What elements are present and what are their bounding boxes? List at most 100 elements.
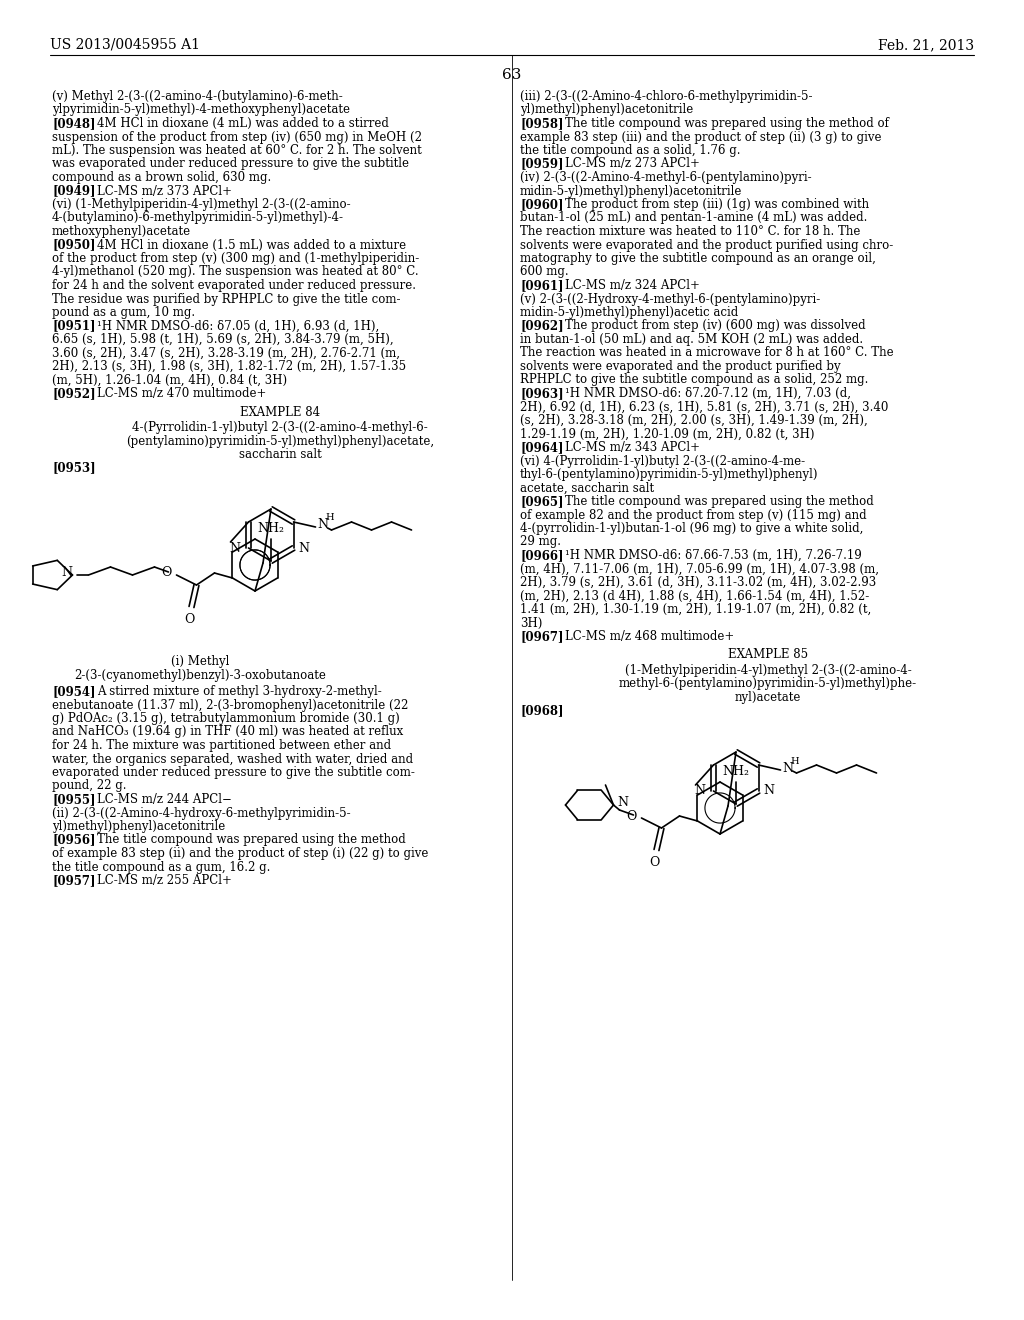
Text: pound, 22 g.: pound, 22 g.	[52, 780, 127, 792]
Text: in butan-1-ol (50 mL) and aq. 5M KOH (2 mL) was added.: in butan-1-ol (50 mL) and aq. 5M KOH (2 …	[520, 333, 863, 346]
Text: 4-(butylamino)-6-methylpyrimidin-5-yl)methyl)-4-: 4-(butylamino)-6-methylpyrimidin-5-yl)me…	[52, 211, 344, 224]
Text: acetate, saccharin salt: acetate, saccharin salt	[520, 482, 654, 495]
Text: 4M HCl in dioxane (4 mL) was added to a stirred: 4M HCl in dioxane (4 mL) was added to a …	[97, 117, 389, 129]
Text: 63: 63	[503, 69, 521, 82]
Text: [0948]: [0948]	[52, 117, 95, 129]
Text: (m, 5H), 1.26-1.04 (m, 4H), 0.84 (t, 3H): (m, 5H), 1.26-1.04 (m, 4H), 0.84 (t, 3H)	[52, 374, 287, 387]
Text: 6.65 (s, 1H), 5.98 (t, 1H), 5.69 (s, 2H), 3.84-3.79 (m, 5H),: 6.65 (s, 1H), 5.98 (t, 1H), 5.69 (s, 2H)…	[52, 333, 393, 346]
Text: A stirred mixture of methyl 3-hydroxy-2-methyl-: A stirred mixture of methyl 3-hydroxy-2-…	[97, 685, 382, 698]
Text: O: O	[161, 566, 171, 579]
Text: water, the organics separated, washed with water, dried and: water, the organics separated, washed wi…	[52, 752, 413, 766]
Text: Feb. 21, 2013: Feb. 21, 2013	[878, 38, 974, 51]
Text: N: N	[317, 519, 329, 532]
Text: and NaHCO₃ (19.64 g) in THF (40 ml) was heated at reflux: and NaHCO₃ (19.64 g) in THF (40 ml) was …	[52, 726, 403, 738]
Text: pound as a gum, 10 mg.: pound as a gum, 10 mg.	[52, 306, 196, 319]
Text: [0949]: [0949]	[52, 185, 95, 198]
Text: The title compound was prepared using the method: The title compound was prepared using th…	[97, 833, 406, 846]
Text: N: N	[61, 565, 73, 578]
Text: LC-MS m/z 324 APCl+: LC-MS m/z 324 APCl+	[565, 279, 699, 292]
Text: 2H), 3.79 (s, 2H), 3.61 (d, 3H), 3.11-3.02 (m, 4H), 3.02-2.93: 2H), 3.79 (s, 2H), 3.61 (d, 3H), 3.11-3.…	[520, 576, 877, 589]
Text: 2-(3-(cyanomethyl)benzyl)-3-oxobutanoate: 2-(3-(cyanomethyl)benzyl)-3-oxobutanoate	[74, 668, 326, 681]
Text: [0967]: [0967]	[520, 630, 563, 643]
Text: the title compound as a gum, 16.2 g.: the title compound as a gum, 16.2 g.	[52, 861, 270, 874]
Text: of example 83 step (ii) and the product of step (i) (22 g) to give: of example 83 step (ii) and the product …	[52, 847, 428, 861]
Text: matography to give the subtitle compound as an orange oil,: matography to give the subtitle compound…	[520, 252, 876, 265]
Text: N: N	[764, 784, 774, 797]
Text: N: N	[299, 541, 309, 554]
Text: 4-(pyrrolidin-1-yl)butan-1-ol (96 mg) to give a white solid,: 4-(pyrrolidin-1-yl)butan-1-ol (96 mg) to…	[520, 521, 863, 535]
Text: The reaction mixture was heated to 110° C. for 18 h. The: The reaction mixture was heated to 110° …	[520, 224, 860, 238]
Text: US 2013/0045955 A1: US 2013/0045955 A1	[50, 38, 200, 51]
Text: N: N	[782, 762, 794, 775]
Text: [0959]: [0959]	[520, 157, 563, 170]
Text: N: N	[229, 541, 241, 554]
Text: The product from step (iv) (600 mg) was dissolved: The product from step (iv) (600 mg) was …	[565, 319, 865, 333]
Text: H: H	[791, 756, 799, 766]
Text: ¹H NMR DMSO-d6: δ7.05 (d, 1H), 6.93 (d, 1H),: ¹H NMR DMSO-d6: δ7.05 (d, 1H), 6.93 (d, …	[97, 319, 379, 333]
Text: ¹H NMR DMSO-d6: δ7.66-7.53 (m, 1H), 7.26-7.19: ¹H NMR DMSO-d6: δ7.66-7.53 (m, 1H), 7.26…	[565, 549, 862, 562]
Text: [0958]: [0958]	[520, 117, 563, 129]
Text: RPHPLC to give the subtitle compound as a solid, 252 mg.: RPHPLC to give the subtitle compound as …	[520, 374, 868, 387]
Text: [0966]: [0966]	[520, 549, 563, 562]
Text: example 83 step (iii) and the product of step (ii) (3 g) to give: example 83 step (iii) and the product of…	[520, 131, 882, 144]
Text: [0960]: [0960]	[520, 198, 563, 211]
Text: NH₂: NH₂	[723, 766, 750, 777]
Text: [0956]: [0956]	[52, 833, 95, 846]
Text: solvents were evaporated and the product purified by: solvents were evaporated and the product…	[520, 360, 841, 374]
Text: [0950]: [0950]	[52, 239, 95, 252]
Text: mL). The suspension was heated at 60° C. for 2 h. The solvent: mL). The suspension was heated at 60° C.…	[52, 144, 422, 157]
Text: 1.41 (m, 2H), 1.30-1.19 (m, 2H), 1.19-1.07 (m, 2H), 0.82 (t,: 1.41 (m, 2H), 1.30-1.19 (m, 2H), 1.19-1.…	[520, 603, 871, 616]
Text: midin-5-yl)methyl)phenyl)acetic acid: midin-5-yl)methyl)phenyl)acetic acid	[520, 306, 738, 319]
Text: of example 82 and the product from step (v) (115 mg) and: of example 82 and the product from step …	[520, 508, 866, 521]
Text: enebutanoate (11.37 ml), 2-(3-bromophenyl)acetonitrile (22: enebutanoate (11.37 ml), 2-(3-bromopheny…	[52, 698, 409, 711]
Text: 3.60 (s, 2H), 3.47 (s, 2H), 3.28-3.19 (m, 2H), 2.76-2.71 (m,: 3.60 (s, 2H), 3.47 (s, 2H), 3.28-3.19 (m…	[52, 346, 400, 359]
Text: thyl-6-(pentylamino)pyrimidin-5-yl)methyl)phenyl): thyl-6-(pentylamino)pyrimidin-5-yl)methy…	[520, 469, 818, 480]
Text: LC-MS m/z 255 APCl+: LC-MS m/z 255 APCl+	[97, 874, 231, 887]
Text: (i) Methyl: (i) Methyl	[171, 655, 229, 668]
Text: evaporated under reduced pressure to give the subtitle com-: evaporated under reduced pressure to giv…	[52, 766, 415, 779]
Text: for 24 h. The mixture was partitioned between ether and: for 24 h. The mixture was partitioned be…	[52, 739, 391, 752]
Text: yl)methyl)phenyl)acetonitrile: yl)methyl)phenyl)acetonitrile	[52, 820, 225, 833]
Text: [0957]: [0957]	[52, 874, 95, 887]
Text: g) PdOAc₂ (3.15 g), tetrabutylammonium bromide (30.1 g): g) PdOAc₂ (3.15 g), tetrabutylammonium b…	[52, 711, 399, 725]
Text: N: N	[694, 784, 706, 797]
Text: [0961]: [0961]	[520, 279, 563, 292]
Text: methoxyphenyl)acetate: methoxyphenyl)acetate	[52, 224, 191, 238]
Text: H: H	[326, 513, 334, 523]
Text: (1-Methylpiperidin-4-yl)methyl 2-(3-((2-amino-4-: (1-Methylpiperidin-4-yl)methyl 2-(3-((2-…	[625, 664, 911, 677]
Text: [0954]: [0954]	[52, 685, 95, 698]
Text: 4-(Pyrrolidin-1-yl)butyl 2-(3-((2-amino-4-methyl-6-: 4-(Pyrrolidin-1-yl)butyl 2-(3-((2-amino-…	[132, 421, 428, 434]
Text: [0962]: [0962]	[520, 319, 563, 333]
Text: EXAMPLE 85: EXAMPLE 85	[728, 648, 808, 661]
Text: The reaction was heated in a microwave for 8 h at 160° C. The: The reaction was heated in a microwave f…	[520, 346, 894, 359]
Text: (ii) 2-(3-((2-Amino-4-hydroxy-6-methylpyrimidin-5-: (ii) 2-(3-((2-Amino-4-hydroxy-6-methylpy…	[52, 807, 350, 820]
Text: [0964]: [0964]	[520, 441, 563, 454]
Text: LC-MS m/z 343 APCl+: LC-MS m/z 343 APCl+	[565, 441, 700, 454]
Text: The residue was purified by RPHPLC to give the title com-: The residue was purified by RPHPLC to gi…	[52, 293, 400, 305]
Text: The product from step (iii) (1g) was combined with: The product from step (iii) (1g) was com…	[565, 198, 869, 211]
Text: was evaporated under reduced pressure to give the subtitle: was evaporated under reduced pressure to…	[52, 157, 409, 170]
Text: yl)methyl)phenyl)acetonitrile: yl)methyl)phenyl)acetonitrile	[520, 103, 693, 116]
Text: [0965]: [0965]	[520, 495, 563, 508]
Text: NH₂: NH₂	[257, 521, 285, 535]
Text: O: O	[626, 809, 637, 822]
Text: O: O	[649, 855, 659, 869]
Text: EXAMPLE 84: EXAMPLE 84	[240, 405, 321, 418]
Text: LC-MS m/z 373 APCl+: LC-MS m/z 373 APCl+	[97, 185, 232, 198]
Text: 29 mg.: 29 mg.	[520, 536, 561, 549]
Text: (iii) 2-(3-((2-Amino-4-chloro-6-methylpyrimidin-5-: (iii) 2-(3-((2-Amino-4-chloro-6-methylpy…	[520, 90, 812, 103]
Text: 600 mg.: 600 mg.	[520, 265, 568, 279]
Text: LC-MS m/z 273 APCl+: LC-MS m/z 273 APCl+	[565, 157, 699, 170]
Text: 2H), 2.13 (s, 3H), 1.98 (s, 3H), 1.82-1.72 (m, 2H), 1.57-1.35: 2H), 2.13 (s, 3H), 1.98 (s, 3H), 1.82-1.…	[52, 360, 407, 374]
Text: (v) 2-(3-((2-Hydroxy-4-methyl-6-(pentylamino)pyri-: (v) 2-(3-((2-Hydroxy-4-methyl-6-(pentyla…	[520, 293, 820, 305]
Text: 2H), 6.92 (d, 1H), 6.23 (s, 1H), 5.81 (s, 2H), 3.71 (s, 2H), 3.40: 2H), 6.92 (d, 1H), 6.23 (s, 1H), 5.81 (s…	[520, 400, 889, 413]
Text: (m, 2H), 2.13 (d 4H), 1.88 (s, 4H), 1.66-1.54 (m, 4H), 1.52-: (m, 2H), 2.13 (d 4H), 1.88 (s, 4H), 1.66…	[520, 590, 869, 602]
Text: [0951]: [0951]	[52, 319, 95, 333]
Text: of the product from step (v) (300 mg) and (1-methylpiperidin-: of the product from step (v) (300 mg) an…	[52, 252, 419, 265]
Text: saccharin salt: saccharin salt	[239, 447, 322, 461]
Text: LC-MS m/z 468 multimode+: LC-MS m/z 468 multimode+	[565, 630, 734, 643]
Text: The title compound was prepared using the method: The title compound was prepared using th…	[565, 495, 873, 508]
Text: N: N	[617, 796, 629, 809]
Text: [0953]: [0953]	[52, 462, 95, 474]
Text: 3H): 3H)	[520, 616, 543, 630]
